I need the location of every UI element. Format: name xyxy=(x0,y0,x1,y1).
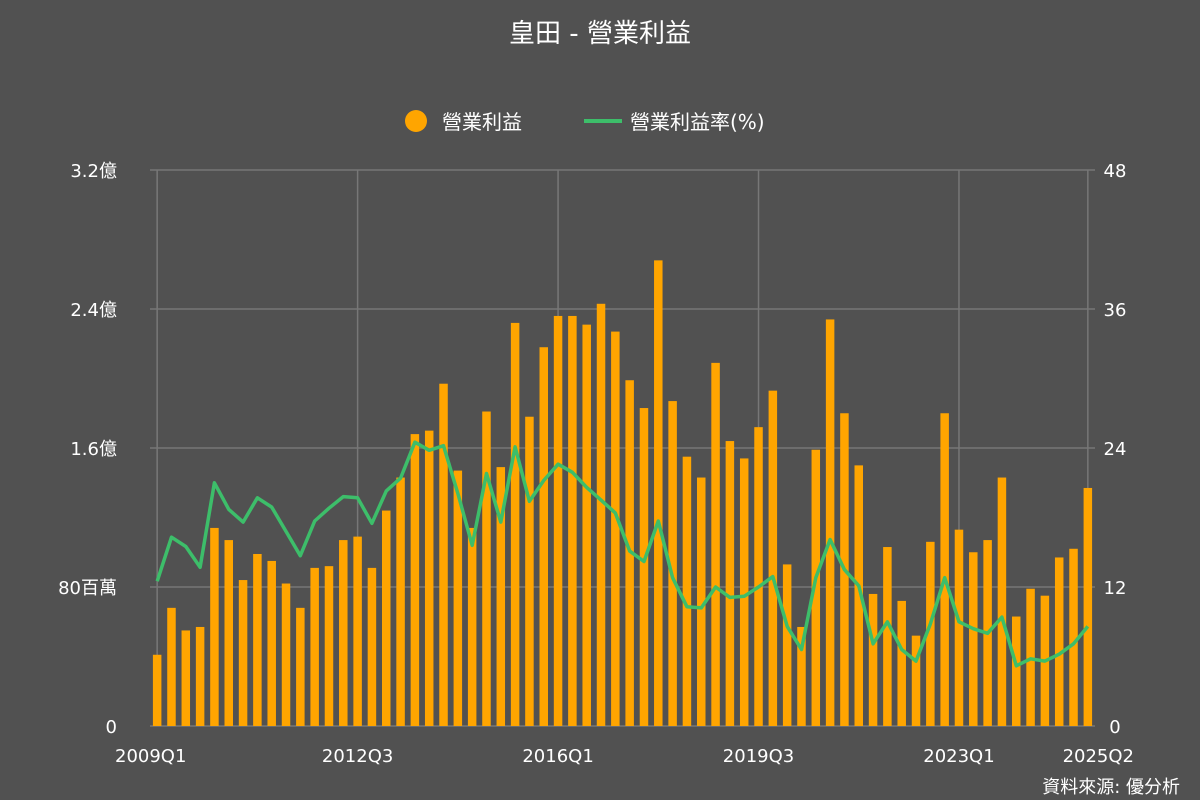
bar xyxy=(897,600,906,726)
bar xyxy=(253,553,262,726)
bar xyxy=(525,416,534,726)
y-right-tick-label: 12 xyxy=(1104,578,1127,599)
legend-line-label: 營業利益率(%) xyxy=(630,110,765,134)
bar xyxy=(482,411,491,726)
legend-bar-marker xyxy=(405,110,427,132)
margin-line xyxy=(155,440,1090,668)
grid xyxy=(150,169,1095,727)
source-note: 資料來源: 優分析 xyxy=(1042,777,1180,798)
bar xyxy=(954,529,964,726)
line-series xyxy=(155,440,1090,668)
bar xyxy=(181,630,191,726)
x-tick-label: 2023Q1 xyxy=(923,746,994,767)
y-left-tick-label: 3.2億 xyxy=(70,161,117,182)
bar xyxy=(396,477,405,726)
bar xyxy=(339,540,348,726)
y-left-tick-label: 0 xyxy=(106,717,117,738)
bar xyxy=(697,477,706,726)
bar xyxy=(539,347,548,726)
x-tick-label: 2016Q1 xyxy=(522,746,593,767)
y-left-tick-label: 2.4億 xyxy=(70,300,117,321)
bar xyxy=(553,315,563,726)
bar xyxy=(167,607,176,726)
y-axis-left: 0 80百萬 1.6億 2.4億 3.2億 xyxy=(58,161,117,738)
bar xyxy=(1069,548,1078,726)
legend-bar-label: 營業利益 xyxy=(442,110,522,134)
bar xyxy=(997,477,1007,726)
bar xyxy=(238,580,248,726)
bar xyxy=(467,527,477,726)
bar xyxy=(424,430,434,726)
bar xyxy=(1083,487,1093,726)
bar xyxy=(883,547,892,726)
y-right-tick-label: 36 xyxy=(1104,300,1127,321)
x-tick-label: 2009Q1 xyxy=(115,746,186,767)
y-right-tick-label: 0 xyxy=(1109,717,1120,738)
bar xyxy=(382,510,391,726)
bar xyxy=(353,536,362,726)
bar xyxy=(410,434,420,726)
chart-title: 皇田 - 營業利益 xyxy=(509,19,691,49)
bar xyxy=(453,470,463,726)
bar xyxy=(596,303,606,726)
bar xyxy=(296,607,305,726)
bar xyxy=(510,322,520,726)
bar xyxy=(969,552,978,726)
bar xyxy=(367,567,377,726)
bar-series xyxy=(152,260,1093,726)
bar xyxy=(668,401,677,726)
bar xyxy=(725,441,735,726)
bar xyxy=(310,567,319,726)
bar xyxy=(797,626,806,726)
legend: 營業利益 營業利益率(%) xyxy=(405,110,765,134)
bar xyxy=(854,465,863,726)
bar xyxy=(739,458,749,726)
bar xyxy=(825,319,835,726)
bar xyxy=(281,583,291,726)
y-left-tick-label: 80百萬 xyxy=(58,578,117,599)
bar xyxy=(654,260,663,726)
y-left-tick-label: 1.6億 xyxy=(70,439,117,460)
bar xyxy=(582,324,591,726)
bar xyxy=(210,527,219,726)
x-tick-label: 2019Q3 xyxy=(723,746,794,767)
x-tick-label: 2025Q2 xyxy=(1063,746,1134,767)
bar xyxy=(711,362,720,726)
bar xyxy=(754,427,763,726)
x-axis: 2009Q1 2012Q3 2016Q1 2019Q3 2023Q1 2025Q2 xyxy=(115,746,1134,767)
bar xyxy=(152,654,162,726)
bar xyxy=(811,449,821,726)
bar xyxy=(496,467,506,726)
bar xyxy=(639,408,649,726)
y-right-tick-label: 48 xyxy=(1104,161,1127,182)
bar xyxy=(926,541,935,726)
bar xyxy=(682,456,692,726)
y-right-tick-label: 24 xyxy=(1104,439,1127,460)
bar xyxy=(267,560,276,726)
bar xyxy=(768,390,778,726)
bar xyxy=(1012,616,1021,726)
bar xyxy=(439,383,448,726)
bar xyxy=(195,626,205,726)
bar xyxy=(911,635,921,726)
bar xyxy=(611,331,620,726)
y-axis-right: 0 12 24 36 48 xyxy=(1104,161,1127,738)
bar xyxy=(868,593,878,726)
bar xyxy=(568,315,577,726)
bar xyxy=(782,564,792,726)
bar xyxy=(940,413,949,726)
bar xyxy=(1054,557,1064,726)
x-tick-label: 2012Q3 xyxy=(322,746,393,767)
bar xyxy=(224,540,233,726)
bar xyxy=(324,566,334,726)
